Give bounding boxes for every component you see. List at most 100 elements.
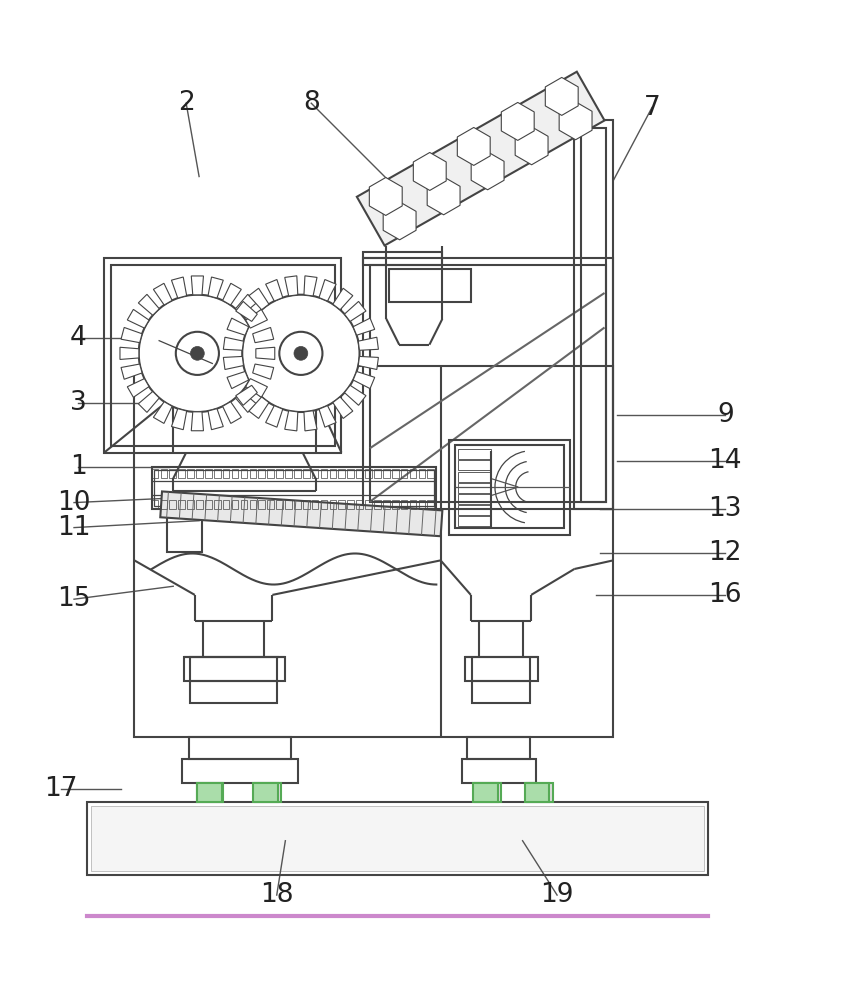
Bar xyxy=(329,469,336,478)
Polygon shape xyxy=(319,406,336,427)
Polygon shape xyxy=(161,491,442,536)
Bar xyxy=(240,469,247,478)
Bar xyxy=(205,469,212,478)
Bar xyxy=(428,469,434,478)
Bar xyxy=(232,469,238,478)
Polygon shape xyxy=(304,411,317,431)
Polygon shape xyxy=(138,391,159,412)
Polygon shape xyxy=(208,409,223,430)
Bar xyxy=(105,258,341,453)
Text: 18: 18 xyxy=(260,882,294,908)
Bar xyxy=(181,759,298,783)
Bar xyxy=(347,500,354,509)
Bar xyxy=(250,469,256,478)
Bar xyxy=(389,269,471,302)
Bar xyxy=(197,783,221,802)
Bar xyxy=(329,500,336,509)
Polygon shape xyxy=(227,371,249,389)
Polygon shape xyxy=(471,152,504,190)
Bar xyxy=(267,469,274,478)
Polygon shape xyxy=(353,318,375,335)
Bar xyxy=(214,500,220,509)
Polygon shape xyxy=(265,406,283,427)
Bar xyxy=(473,783,498,802)
Text: 2: 2 xyxy=(178,90,194,116)
Bar xyxy=(410,500,416,509)
Bar xyxy=(214,469,220,478)
Polygon shape xyxy=(333,397,353,418)
Polygon shape xyxy=(515,127,548,165)
Polygon shape xyxy=(345,385,366,405)
Bar xyxy=(363,252,442,265)
Bar xyxy=(365,500,372,509)
Bar xyxy=(135,366,613,737)
Bar xyxy=(458,483,491,493)
Polygon shape xyxy=(227,318,249,335)
Polygon shape xyxy=(236,385,257,405)
Polygon shape xyxy=(171,409,187,430)
Bar xyxy=(187,500,194,509)
Polygon shape xyxy=(319,280,336,301)
Bar xyxy=(183,657,285,681)
Bar xyxy=(418,500,425,509)
Polygon shape xyxy=(154,283,172,305)
Polygon shape xyxy=(345,301,366,321)
Bar xyxy=(267,500,274,509)
Bar xyxy=(356,500,363,509)
Bar xyxy=(111,265,334,446)
Polygon shape xyxy=(501,102,534,140)
Bar xyxy=(383,500,390,509)
Polygon shape xyxy=(138,294,159,315)
Bar xyxy=(223,500,230,509)
Bar xyxy=(205,500,212,509)
Bar xyxy=(294,469,301,478)
Bar xyxy=(258,500,265,509)
Bar xyxy=(458,505,491,515)
Bar xyxy=(294,500,301,509)
Bar xyxy=(374,500,381,509)
Text: 4: 4 xyxy=(70,325,86,351)
Bar xyxy=(392,469,398,478)
Bar xyxy=(312,469,319,478)
Polygon shape xyxy=(224,356,244,369)
Bar xyxy=(383,469,390,478)
Circle shape xyxy=(294,346,308,360)
Circle shape xyxy=(279,332,322,375)
Bar xyxy=(472,681,530,703)
Text: 3: 3 xyxy=(70,390,86,416)
Bar xyxy=(178,500,185,509)
Polygon shape xyxy=(359,356,378,369)
Text: 10: 10 xyxy=(57,490,91,516)
Bar xyxy=(410,469,416,478)
Polygon shape xyxy=(252,364,274,379)
Polygon shape xyxy=(265,280,283,301)
Bar xyxy=(303,500,309,509)
Polygon shape xyxy=(413,152,446,190)
Bar xyxy=(87,802,708,875)
Polygon shape xyxy=(121,327,142,343)
Bar xyxy=(255,783,281,802)
Polygon shape xyxy=(236,294,257,315)
Bar xyxy=(312,500,319,509)
Bar xyxy=(190,681,276,703)
Text: 12: 12 xyxy=(708,540,742,566)
Text: 9: 9 xyxy=(717,402,734,428)
Bar xyxy=(250,500,256,509)
Polygon shape xyxy=(127,309,149,328)
Polygon shape xyxy=(120,347,139,359)
Bar xyxy=(458,460,491,470)
Bar xyxy=(462,759,536,783)
Polygon shape xyxy=(249,397,269,418)
Bar xyxy=(428,500,434,509)
Polygon shape xyxy=(191,412,203,431)
Polygon shape xyxy=(127,379,149,397)
Bar xyxy=(458,472,491,482)
Polygon shape xyxy=(171,277,187,298)
Bar xyxy=(240,500,247,509)
Polygon shape xyxy=(249,288,269,310)
Polygon shape xyxy=(457,127,490,165)
Bar xyxy=(167,500,201,552)
Polygon shape xyxy=(191,276,203,295)
Bar xyxy=(169,469,176,478)
Bar xyxy=(347,469,354,478)
